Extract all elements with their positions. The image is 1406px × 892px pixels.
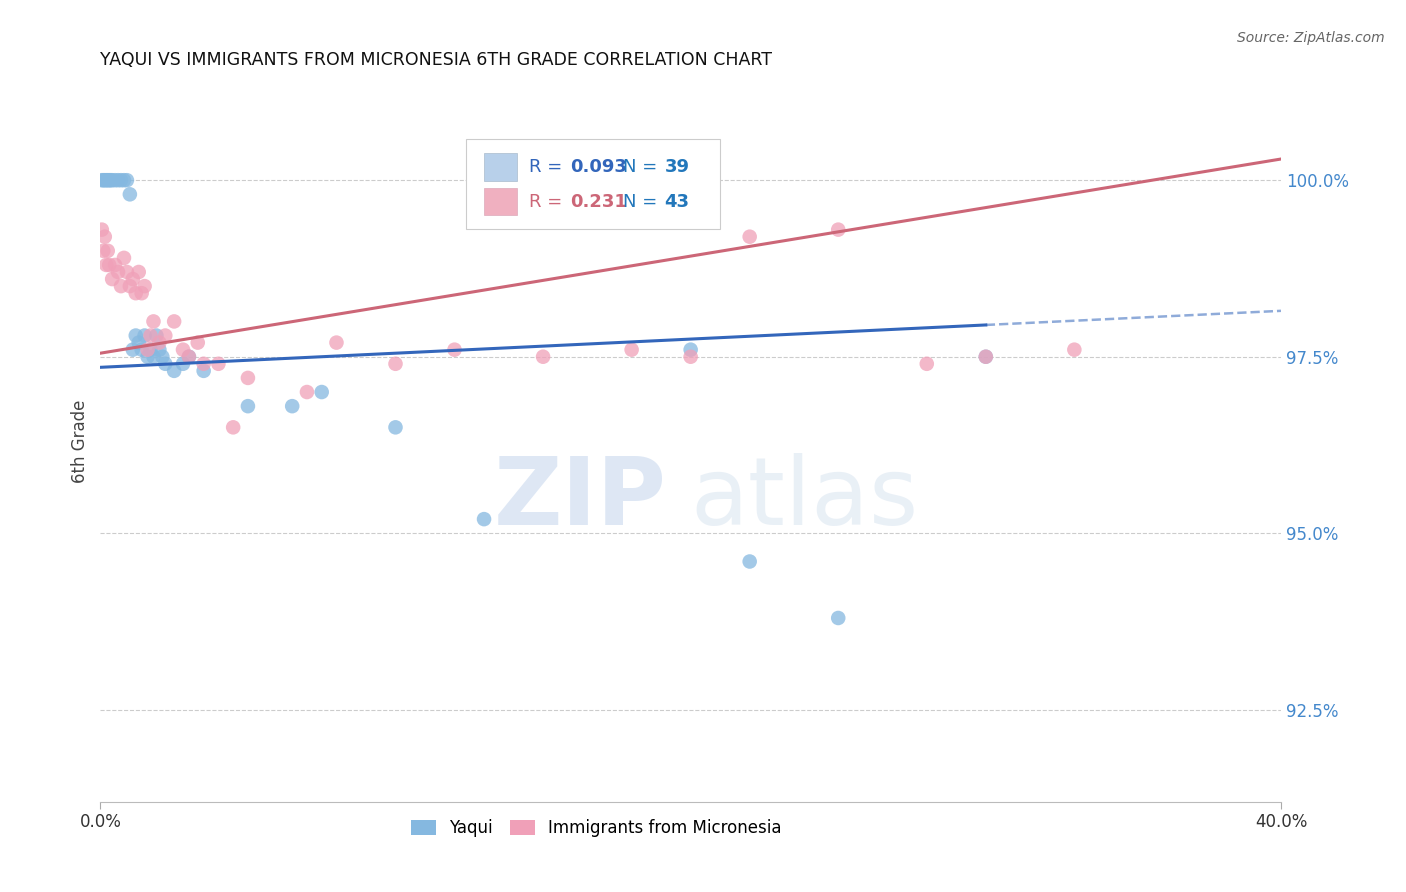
Point	[136, 350, 159, 364]
Point	[139, 328, 162, 343]
Legend: Yaqui, Immigrants from Micronesia: Yaqui, Immigrants from Micronesia	[405, 813, 789, 844]
Point	[384, 357, 406, 371]
Point	[472, 512, 495, 526]
Point	[679, 350, 702, 364]
Point	[172, 357, 194, 371]
Y-axis label: 6th Grade: 6th Grade	[72, 400, 89, 483]
Point	[104, 173, 127, 187]
Text: N =: N =	[623, 193, 664, 211]
Point	[118, 279, 141, 293]
Point	[142, 314, 165, 328]
Text: R =: R =	[529, 193, 568, 211]
Point	[96, 258, 118, 272]
Point	[148, 335, 170, 350]
Point	[222, 420, 245, 434]
Point	[101, 173, 124, 187]
Point	[236, 399, 259, 413]
Point	[98, 173, 121, 187]
Point	[91, 244, 114, 258]
Text: YAQUI VS IMMIGRANTS FROM MICRONESIA 6TH GRADE CORRELATION CHART: YAQUI VS IMMIGRANTS FROM MICRONESIA 6TH …	[100, 51, 772, 69]
Point	[295, 384, 318, 399]
Point	[101, 272, 124, 286]
Point	[325, 335, 347, 350]
Point	[207, 357, 229, 371]
Point	[97, 244, 120, 258]
Point	[177, 350, 200, 364]
Point	[118, 187, 141, 202]
Point	[131, 286, 153, 301]
Point	[193, 364, 215, 378]
Point	[163, 314, 186, 328]
Point	[110, 279, 132, 293]
Point	[115, 173, 138, 187]
Point	[121, 272, 143, 286]
Point	[90, 173, 112, 187]
Text: Source: ZipAtlas.com: Source: ZipAtlas.com	[1237, 31, 1385, 45]
Point	[107, 265, 129, 279]
Point	[172, 343, 194, 357]
Point	[125, 286, 148, 301]
Point	[443, 343, 465, 357]
Point	[281, 399, 304, 413]
Point	[974, 350, 997, 364]
FancyBboxPatch shape	[484, 153, 517, 181]
Point	[974, 350, 997, 364]
Point	[97, 173, 120, 187]
FancyBboxPatch shape	[467, 139, 720, 229]
Point	[91, 173, 114, 187]
Point	[131, 343, 153, 357]
Point	[155, 357, 177, 371]
Point	[142, 350, 165, 364]
Point	[155, 328, 177, 343]
Point	[236, 371, 259, 385]
Text: 0.231: 0.231	[571, 193, 627, 211]
Point	[620, 343, 643, 357]
Point	[148, 343, 170, 357]
Point	[134, 328, 156, 343]
Point	[915, 357, 938, 371]
Text: 39: 39	[665, 158, 690, 176]
Point	[827, 611, 849, 625]
Point	[115, 265, 138, 279]
Point	[738, 554, 761, 568]
Point	[96, 173, 118, 187]
Point	[738, 229, 761, 244]
Point	[90, 222, 112, 236]
Text: N =: N =	[623, 158, 664, 176]
Point	[134, 279, 156, 293]
Point	[679, 343, 702, 357]
Text: 0.093: 0.093	[571, 158, 627, 176]
Point	[311, 384, 333, 399]
Point	[104, 258, 127, 272]
Point	[827, 222, 849, 236]
Point	[112, 173, 135, 187]
FancyBboxPatch shape	[484, 188, 517, 215]
Point	[94, 173, 117, 187]
Point	[177, 350, 200, 364]
Point	[150, 350, 173, 364]
Point	[187, 335, 209, 350]
Text: R =: R =	[529, 158, 568, 176]
Point	[94, 229, 117, 244]
Point	[112, 251, 135, 265]
Text: 43: 43	[665, 193, 690, 211]
Point	[107, 173, 129, 187]
Point	[121, 343, 143, 357]
Point	[136, 343, 159, 357]
Point	[384, 420, 406, 434]
Point	[1063, 343, 1085, 357]
Point	[193, 357, 215, 371]
Point	[145, 328, 167, 343]
Text: ZIP: ZIP	[494, 453, 666, 545]
Point	[139, 343, 162, 357]
Point	[100, 173, 122, 187]
Text: atlas: atlas	[690, 453, 920, 545]
Point	[163, 364, 186, 378]
Point	[128, 265, 150, 279]
Point	[128, 335, 150, 350]
Point	[531, 350, 554, 364]
Point	[98, 258, 121, 272]
Point	[125, 328, 148, 343]
Point	[110, 173, 132, 187]
